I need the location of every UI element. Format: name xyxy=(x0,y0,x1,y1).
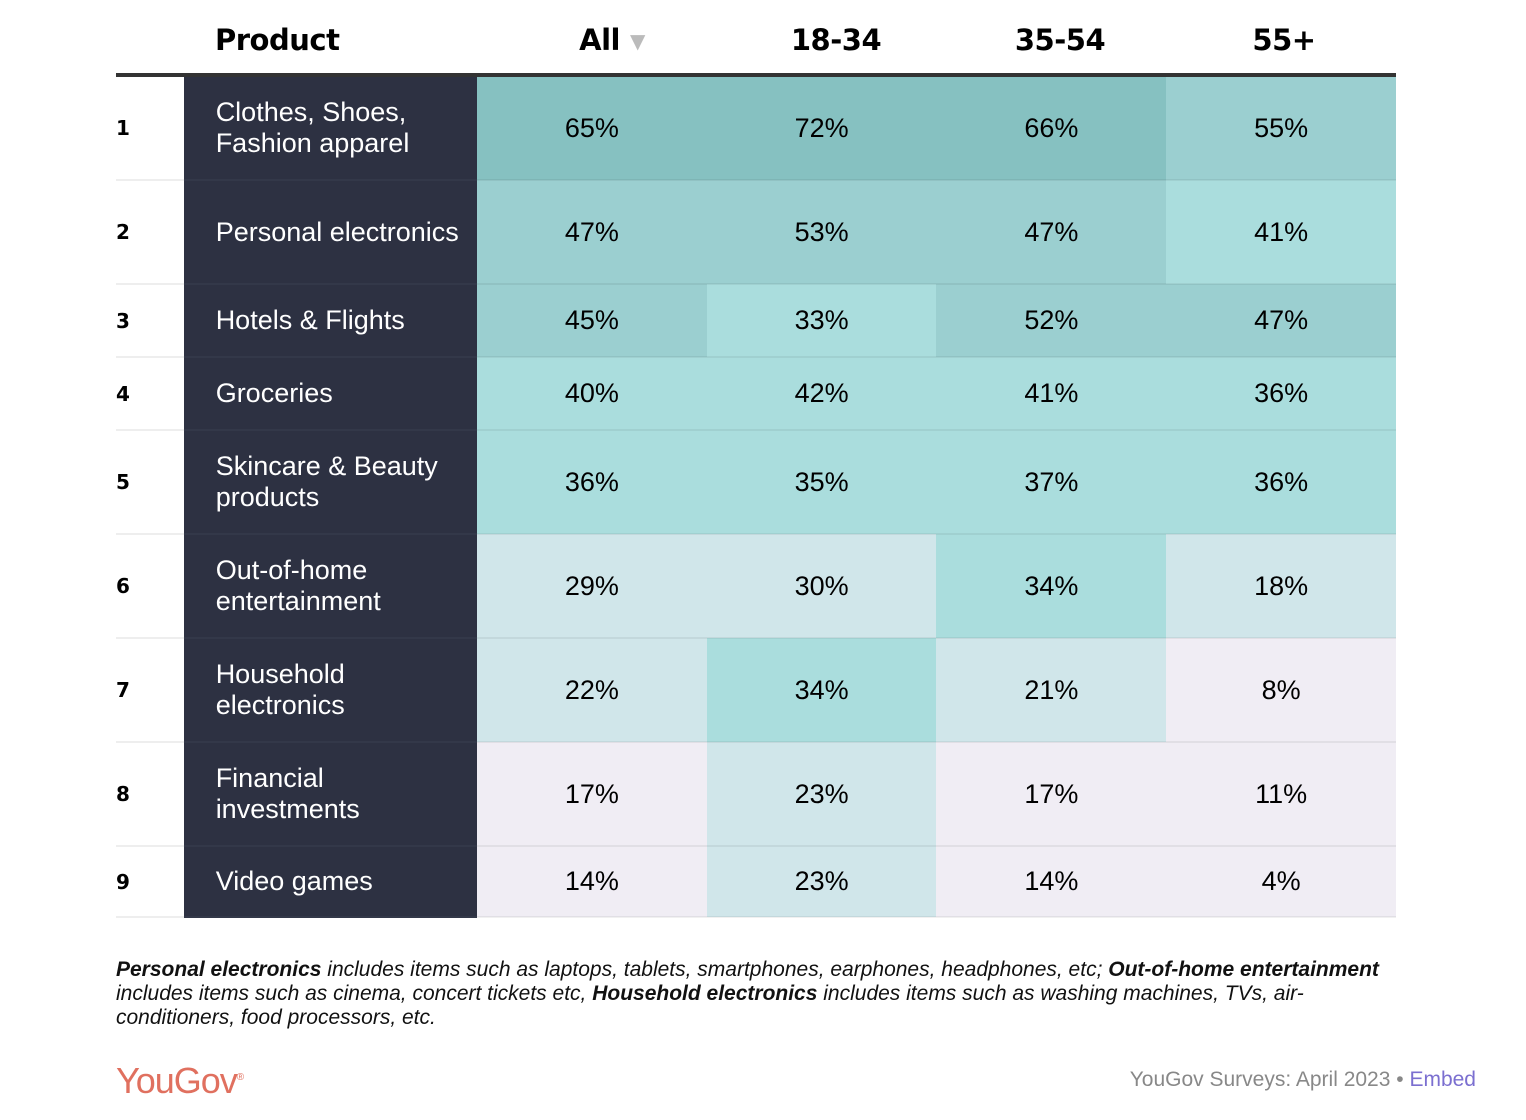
value-cell: 34% xyxy=(936,534,1167,639)
value-cell: 17% xyxy=(936,742,1167,847)
footnote-text: includes items such as laptops, tablets,… xyxy=(321,958,1109,981)
table-row: 6 Out-of-home entertainment 29% 30% 34% 18% xyxy=(116,534,1396,639)
value-cell: 47% xyxy=(477,180,707,285)
value-cell: 52% xyxy=(936,284,1167,358)
product-cell: Financial investments xyxy=(183,742,478,847)
header-35-54[interactable]: 35-54 xyxy=(1014,23,1106,57)
sort-down-icon: ▼ xyxy=(629,29,645,53)
data-table: 1 Clothes, Shoes, Fashion apparel 65% 72% 66… xyxy=(116,77,1396,918)
value-cell: 23% xyxy=(706,846,937,918)
product-cell: Video games xyxy=(183,846,478,918)
value-cell: 14% xyxy=(477,846,707,918)
header-18-34[interactable]: 18-34 xyxy=(790,23,882,57)
value-cell: 41% xyxy=(936,357,1167,431)
value-cell: 30% xyxy=(706,534,937,639)
product-cell: Groceries xyxy=(183,357,478,431)
value-cell: 4% xyxy=(1166,846,1396,918)
value-cell: 41% xyxy=(1166,180,1396,285)
footnote: Personal electronics includes items such… xyxy=(116,958,1396,1030)
header-all-label: All xyxy=(579,23,620,57)
value-cell: 37% xyxy=(936,430,1167,535)
header-all[interactable]: All ▼ xyxy=(500,20,724,60)
rank-cell: 4 xyxy=(116,357,184,431)
source-line: YouGov Surveys: April 2023 • Embed xyxy=(1130,1068,1476,1092)
yougov-logo[interactable]: YouGov® xyxy=(116,1060,244,1101)
value-cell: 53% xyxy=(706,180,937,285)
rank-cell: 7 xyxy=(116,638,184,743)
value-cell: 22% xyxy=(477,638,707,743)
value-cell: 40% xyxy=(477,357,707,431)
value-cell: 72% xyxy=(706,77,937,181)
rank-cell: 5 xyxy=(116,430,184,535)
table-row: 5 Skincare & Beauty products 36% 35% 37% 36% xyxy=(116,430,1396,535)
value-cell: 66% xyxy=(936,77,1167,181)
table-row: 2 Personal electronics 47% 53% 47% 41% xyxy=(116,180,1396,285)
value-cell: 36% xyxy=(1166,357,1396,431)
table-row: 1 Clothes, Shoes, Fashion apparel 65% 72% 66… xyxy=(116,77,1396,181)
value-cell: 47% xyxy=(936,180,1167,285)
product-cell: Personal electronics xyxy=(183,180,478,285)
value-cell: 45% xyxy=(477,284,707,358)
product-cell: Skincare & Beauty products xyxy=(183,430,478,535)
value-cell: 42% xyxy=(706,357,937,431)
product-cell: Hotels & Flights xyxy=(183,284,478,358)
value-cell: 36% xyxy=(1166,430,1396,535)
product-cell: Household electronics xyxy=(183,638,478,743)
table-row: 8 Financial investments 17% 23% 17% 11% xyxy=(116,742,1396,847)
rank-cell: 1 xyxy=(116,77,184,181)
rank-cell: 9 xyxy=(116,846,184,918)
value-cell: 29% xyxy=(477,534,707,639)
footnote-term: Personal electronics xyxy=(116,958,322,981)
value-cell: 65% xyxy=(477,77,707,181)
value-cell: 47% xyxy=(1166,284,1396,358)
footnote-term: Household electronics xyxy=(592,982,818,1005)
footnote-term: Out-of-home entertainment xyxy=(1108,958,1379,981)
value-cell: 17% xyxy=(477,742,707,847)
table-row: 4 Groceries 40% 42% 41% 36% xyxy=(116,357,1396,431)
product-cell: Clothes, Shoes, Fashion apparel xyxy=(183,77,478,181)
embed-link[interactable]: Embed xyxy=(1409,1068,1476,1091)
header-55-plus[interactable]: 55+ xyxy=(1252,23,1316,57)
rank-cell: 8 xyxy=(116,742,184,847)
table-row: 9 Video games 14% 23% 14% 4% xyxy=(116,846,1396,918)
logo-text: YouGov xyxy=(116,1060,238,1101)
value-cell: 14% xyxy=(936,846,1167,918)
header-divider xyxy=(116,73,1396,77)
rank-cell: 6 xyxy=(116,534,184,639)
rank-cell: 2 xyxy=(116,180,184,285)
source-text: YouGov Surveys: April 2023 • xyxy=(1129,1068,1410,1091)
footnote-text: includes items such as cinema, concert t… xyxy=(116,982,593,1005)
value-cell: 35% xyxy=(706,430,937,535)
value-cell: 11% xyxy=(1166,742,1396,847)
footnote-text: includes items such as washing machines,… xyxy=(116,982,1304,1029)
value-cell: 36% xyxy=(477,430,707,535)
header-product[interactable]: Product xyxy=(215,23,340,57)
rank-cell: 3 xyxy=(116,284,184,358)
table-row: 7 Household electronics 22% 34% 21% 8% xyxy=(116,638,1396,743)
value-cell: 55% xyxy=(1166,77,1396,181)
product-cell: Out-of-home entertainment xyxy=(183,534,478,639)
value-cell: 34% xyxy=(706,638,937,743)
value-cell: 21% xyxy=(936,638,1167,743)
value-cell: 18% xyxy=(1166,534,1396,639)
table-row: 3 Hotels & Flights 45% 33% 52% 47% xyxy=(116,284,1396,358)
value-cell: 33% xyxy=(706,284,937,358)
value-cell: 8% xyxy=(1166,638,1396,743)
value-cell: 23% xyxy=(706,742,937,847)
